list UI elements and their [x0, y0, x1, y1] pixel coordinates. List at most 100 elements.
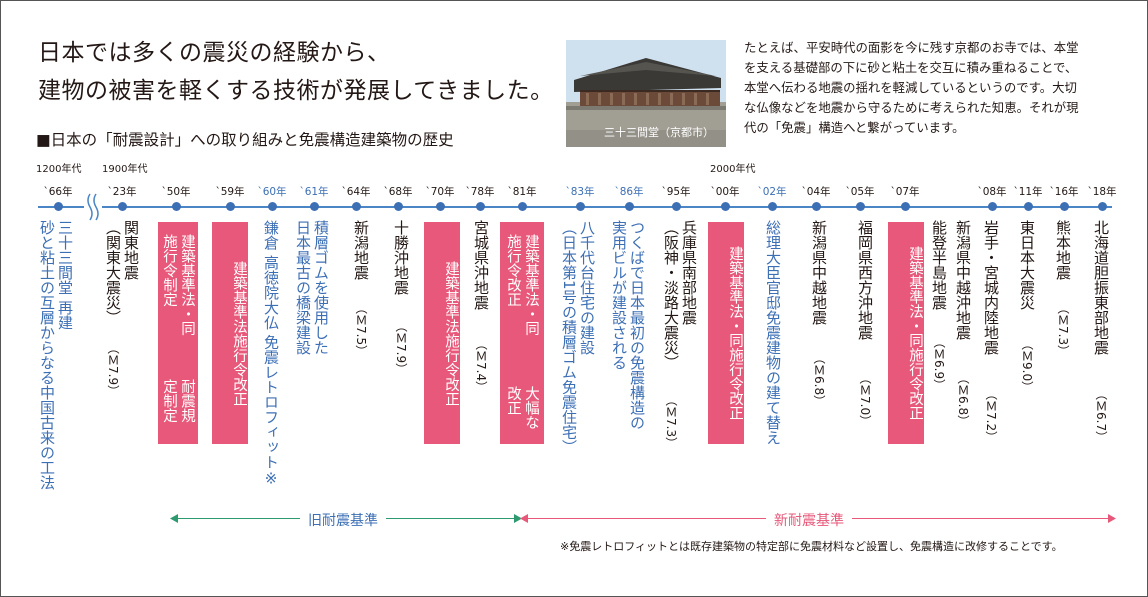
intro-line: を支える基礎部の下に砂と粘土を交互に積み重ねることで、	[744, 60, 1078, 75]
timeline-dot	[855, 202, 865, 211]
event-iwate-miyagi-earthquake: 岩手・宮城内陸地震	[982, 220, 1000, 355]
timeline-dot	[767, 202, 777, 211]
event-sanjusangendo-detail: 砂と粘土の互層からなる中国古来の工法	[38, 220, 56, 490]
event-kanto-subtitle: （関東大震災）	[104, 220, 122, 325]
era-label-2000s: 2000年代	[710, 164, 756, 175]
law-box-2007: 建築基準法・同施行令改正	[888, 222, 924, 444]
event-niigata-earthquake: 新潟地震	[352, 220, 370, 280]
event-tokachi-earthquake: 十勝沖地震	[392, 220, 410, 295]
law-box-subtext: 耐震規定制定	[161, 379, 195, 423]
law-box-text: 建築基準法施行令改正	[231, 260, 247, 406]
event-kotokuin-retrofit: 鎌倉 高徳院大仏 免震レトロフィット※	[262, 220, 280, 488]
arrow-left-icon	[170, 514, 178, 523]
intro-paragraph: たとえば、平安時代の面影を今に残す京都のお寺では、本堂 を支える基礎部の下に砂と…	[744, 38, 1124, 138]
event-hokkaido-magnitude: （Ｍ6.7）	[1094, 388, 1108, 444]
era-label-1900s: 1900年代	[102, 164, 148, 175]
year-label: `66年	[43, 186, 73, 198]
old-standard-label: 旧耐震基準	[300, 510, 386, 530]
timeline-dot	[1023, 202, 1033, 211]
event-hokkaido-earthquake: 北海道胆振東部地震	[1092, 220, 1110, 355]
event-kanto-magnitude: （Ｍ7.9）	[106, 342, 120, 398]
law-box-1970: 建築基準法施行令改正	[424, 222, 460, 444]
year-label: `78年	[465, 186, 495, 198]
photo-caption: 三十三間堂（京都市）	[604, 126, 714, 139]
timeline-dot	[1097, 202, 1107, 211]
event-rubber-bridge-2: 日本最古の橋梁建設	[294, 220, 312, 355]
event-sanjusangendo: 三十三間堂 再建	[56, 220, 74, 330]
event-kantei-rebuild: 総理大臣官邸免震建物の建て替え	[764, 220, 782, 445]
event-rubber-bridge-1: 積層ゴムを使用した	[312, 220, 330, 355]
timeline-break	[84, 190, 102, 224]
headline-line-1: 日本では多くの震災の経験から、	[38, 40, 391, 66]
timeline-dot	[987, 202, 997, 211]
era-label-1200s: 1200年代	[36, 164, 82, 175]
event-kanto-earthquake: 関東地震	[122, 220, 140, 280]
year-label: `16年	[1049, 186, 1079, 198]
year-label: `11年	[1013, 186, 1043, 198]
event-tsukuba-building-2: 実用ビルが建設される	[610, 220, 628, 370]
event-chuetsu-magnitude: （Ｍ6.8）	[812, 352, 826, 408]
timeline-dot	[475, 202, 485, 211]
event-niigata-magnitude: （Ｍ7.5）	[354, 302, 368, 358]
law-box-1981: 建築基準法・同施行令改正 大幅な改正	[500, 222, 544, 444]
event-tsukuba-building-1: つくばで日本最初の免震構造の	[628, 220, 646, 430]
timeline-dot	[720, 202, 730, 211]
intro-line: たとえば、平安時代の面影を今に残す京都のお寺では、本堂	[744, 40, 1079, 55]
event-chuetsu-earthquake: 新潟県中越地震	[810, 220, 828, 325]
arrow-right-icon	[1108, 514, 1116, 523]
timeline-dot	[309, 202, 319, 211]
event-noto-magnitude: （Ｍ6.9）	[932, 336, 946, 392]
arrow-right-icon	[514, 514, 522, 523]
law-box-text: 建築基準法・同施行令制定	[161, 234, 195, 336]
year-label: `68年	[383, 186, 413, 198]
retrofit-footnote: ※免震レトロフィットとは既存建築物の特定部に免震材料など設置し、免震構造に改修す…	[560, 540, 1063, 553]
event-tokachi-magnitude: （Ｍ7.9）	[394, 320, 408, 376]
year-label: `00年	[710, 186, 740, 198]
section-subtitle: ■日本の「耐震設計」への取り組みと免震構造建築物の歴史	[36, 131, 454, 149]
law-box-text: 建築基準法施行令改正	[443, 260, 459, 406]
timeline-dot	[671, 202, 681, 211]
law-box-1959: 建築基準法施行令改正	[212, 222, 248, 444]
timeline-dot	[811, 202, 821, 211]
headline-line-2: 建物の被害を軽くする技術が発展してきました。	[38, 78, 554, 104]
event-kumamoto-earthquake: 熊本地震	[1054, 220, 1072, 280]
timeline-dot	[393, 202, 403, 211]
law-box-text: 建築基準法・同施行令改正	[727, 246, 743, 420]
timeline-dot	[1059, 202, 1069, 211]
new-standard-label: 新耐震基準	[766, 510, 852, 530]
year-label: `18年	[1087, 186, 1117, 198]
event-iwate-miyagi-magnitude: （Ｍ7.2）	[984, 388, 998, 444]
arrow-left-icon	[520, 514, 528, 523]
event-fukuoka-earthquake: 福岡県西方沖地震	[856, 220, 874, 340]
event-hyogo-magnitude: （Ｍ7.3）	[664, 394, 678, 450]
year-label: `08年	[977, 186, 1007, 198]
intro-line: 代の「免震」構造へと繋がっています。	[744, 120, 965, 135]
break-mark-icon	[87, 193, 99, 221]
timeline-dot	[575, 202, 585, 211]
year-label: `02年	[757, 186, 787, 198]
timeline-dot	[53, 202, 63, 211]
year-label: `95年	[661, 186, 691, 198]
event-hanshin-subtitle: （阪神・淡路大震災）	[662, 220, 680, 370]
intro-line: 本堂へ伝わる地震の揺れを軽減しているというのです。大切	[744, 80, 1077, 95]
event-hyogo-earthquake: 兵庫県南部地震	[680, 220, 698, 325]
law-box-subtext: 大幅な改正	[505, 385, 539, 430]
year-label: `60年	[257, 186, 287, 198]
event-higashinihon-magnitude: （Ｍ9.0）	[1020, 338, 1034, 394]
year-label: `04年	[801, 186, 831, 198]
law-box-2000: 建築基準法・同施行令改正	[708, 222, 744, 444]
event-chuetsuoki-earthquake: 新潟県中越沖地震	[954, 220, 972, 340]
timeline-dot	[435, 202, 445, 211]
year-label: `59年	[215, 186, 245, 198]
event-fukuoka-magnitude: （Ｍ7.0）	[858, 372, 872, 428]
year-label: `23年	[107, 186, 137, 198]
year-label: `50年	[161, 186, 191, 198]
year-label: `83年	[565, 186, 595, 198]
law-box-text: 建築基準法・同施行令改正	[907, 246, 923, 420]
event-kumamoto-magnitude: （Ｍ7.3）	[1056, 302, 1070, 358]
timeline-dot	[117, 202, 127, 211]
timeline-dot	[225, 202, 235, 211]
event-noto-earthquake: 能登半島地震	[930, 220, 948, 310]
timeline-dot	[267, 202, 277, 211]
law-box-text: 建築基準法・同施行令改正	[505, 234, 539, 336]
